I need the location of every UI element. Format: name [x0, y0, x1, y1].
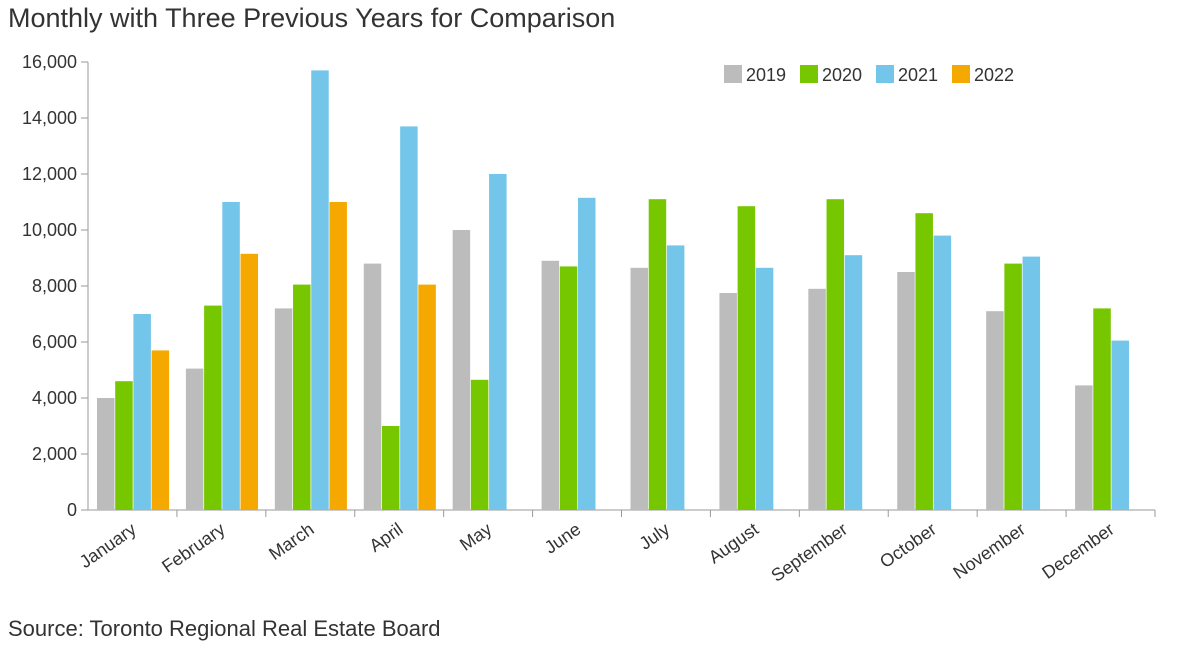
- x-tick-label: June: [541, 519, 584, 558]
- bar-2019-june: [541, 260, 560, 510]
- x-tick-label: March: [265, 519, 317, 564]
- legend-swatch-2019: [724, 65, 742, 83]
- bar-2021-august: [755, 267, 774, 510]
- bar-2020-february: [204, 305, 222, 510]
- legend-label-2020: 2020: [822, 65, 862, 85]
- chart-axes: [81, 61, 1156, 517]
- bar-2021-november: [1022, 256, 1041, 510]
- bar-2020-august: [737, 206, 756, 510]
- x-axis-labels: January February March April May June July Augu…: [76, 519, 1118, 586]
- bar-2020-october: [915, 213, 933, 510]
- bar-2022-february: [240, 253, 259, 511]
- legend-swatch-2022: [952, 65, 970, 83]
- bar-2020-january: [115, 381, 133, 510]
- y-tick-label: 10,000: [22, 220, 77, 240]
- x-tick-label: September: [767, 519, 851, 586]
- bar-2019-february: [185, 368, 204, 510]
- bar-2021-july: [666, 245, 685, 510]
- source-note: Source: Toronto Regional Real Estate Boa…: [8, 616, 441, 641]
- legend-swatch-2021: [876, 65, 894, 83]
- bar-2019-april: [363, 263, 382, 510]
- bar-2021-december: [1111, 340, 1129, 510]
- x-tick-label: August: [705, 519, 762, 568]
- x-tick-label: October: [876, 519, 940, 572]
- chart-title: Monthly with Three Previous Years for Co…: [8, 3, 616, 33]
- bar-2019-october: [897, 272, 915, 510]
- bar-2020-november: [1004, 263, 1022, 510]
- bar-2019-may: [452, 230, 471, 510]
- bar-2021-september: [844, 255, 863, 510]
- legend-label-2021: 2021: [898, 65, 938, 85]
- bar-2019-july: [630, 267, 648, 510]
- x-tick-label: December: [1038, 519, 1117, 583]
- y-tick-label: 2,000: [32, 444, 77, 464]
- bar-2021-june: [577, 197, 596, 511]
- bar-2022-april: [418, 284, 436, 510]
- bar-2021-may: [489, 174, 507, 510]
- legend-swatch-2020: [800, 65, 818, 83]
- bar-2021-april: [400, 126, 418, 511]
- bar-2021-february: [222, 202, 240, 510]
- chart-legend: 2019 2020 2021 2022: [724, 65, 1014, 85]
- bar-2022-january: [151, 350, 170, 510]
- bar-2019-august: [719, 293, 737, 510]
- bar-2021-march: [311, 70, 329, 511]
- bar-2020-june: [559, 266, 578, 510]
- bar-2020-july: [648, 199, 667, 510]
- bar-2021-october: [933, 235, 952, 510]
- y-tick-label: 4,000: [32, 388, 77, 408]
- x-tick-label: January: [76, 519, 140, 572]
- bar-2020-september: [826, 199, 845, 510]
- legend-label-2019: 2019: [746, 65, 786, 85]
- y-tick-label: 16,000: [22, 52, 77, 72]
- bar-2022-march: [329, 202, 347, 510]
- x-tick-label: April: [366, 519, 407, 556]
- y-tick-label: 6,000: [32, 332, 77, 352]
- y-tick-label: 0: [67, 500, 77, 520]
- bar-2019-january: [97, 398, 115, 510]
- chart-bars: [97, 70, 1129, 511]
- x-tick-label: July: [636, 519, 674, 554]
- bar-2021-january: [133, 314, 151, 510]
- bar-2019-september: [808, 288, 826, 510]
- bar-2020-december: [1093, 308, 1111, 510]
- x-tick-label: February: [158, 519, 228, 577]
- bar-2019-november: [986, 311, 1004, 510]
- legend-label-2022: 2022: [974, 65, 1014, 85]
- bar-2020-march: [293, 284, 311, 510]
- y-tick-label: 12,000: [22, 164, 77, 184]
- x-tick-label: May: [456, 519, 495, 555]
- bar-2019-march: [274, 308, 293, 510]
- y-axis-labels: 0 2,000 4,000 6,000 8,000 10,000 12,000 14,000 1…: [22, 52, 77, 520]
- bar-2020-may: [470, 379, 489, 510]
- y-tick-label: 14,000: [22, 108, 77, 128]
- x-tick-label: November: [949, 519, 1028, 583]
- bar-2019-december: [1075, 385, 1093, 510]
- y-tick-label: 8,000: [32, 276, 77, 296]
- bar-2020-april: [381, 426, 400, 510]
